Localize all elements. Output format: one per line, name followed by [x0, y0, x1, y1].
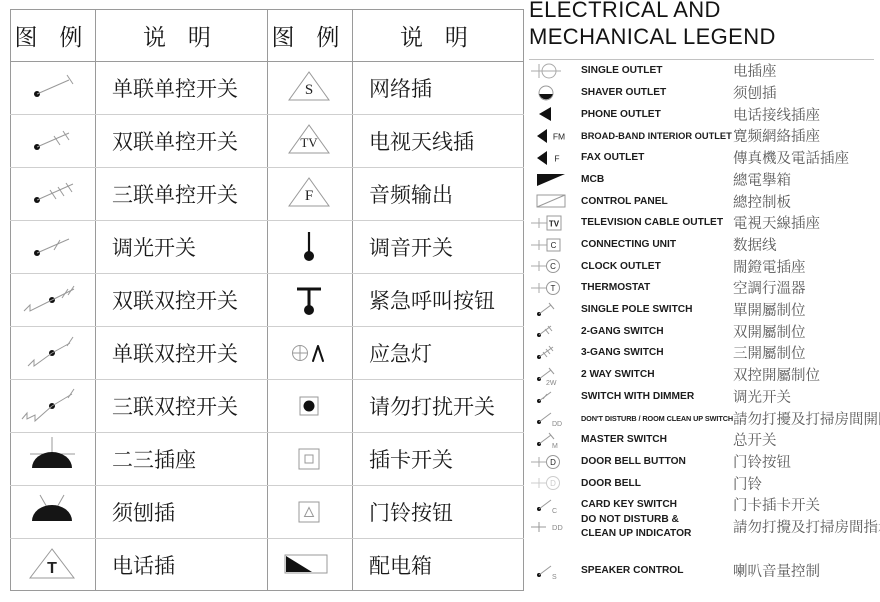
svg-text:M: M: [552, 443, 558, 450]
svg-text:S: S: [552, 574, 557, 581]
svg-text:FM: FM: [553, 132, 565, 142]
svg-text:TV: TV: [300, 135, 318, 150]
svg-text:DD: DD: [552, 421, 562, 428]
svg-text:T: T: [551, 284, 556, 293]
svg-text:C: C: [550, 262, 556, 271]
svg-text:D: D: [550, 458, 556, 467]
svg-text:T: T: [47, 560, 57, 577]
svg-text:F: F: [305, 188, 313, 204]
svg-text:C: C: [552, 508, 557, 515]
svg-text:TV: TV: [549, 219, 560, 228]
svg-text:C: C: [551, 241, 557, 250]
svg-text:S: S: [305, 82, 313, 98]
svg-text:DD: DD: [552, 523, 563, 532]
svg-text:F: F: [554, 153, 559, 163]
svg-text:D: D: [550, 479, 556, 488]
